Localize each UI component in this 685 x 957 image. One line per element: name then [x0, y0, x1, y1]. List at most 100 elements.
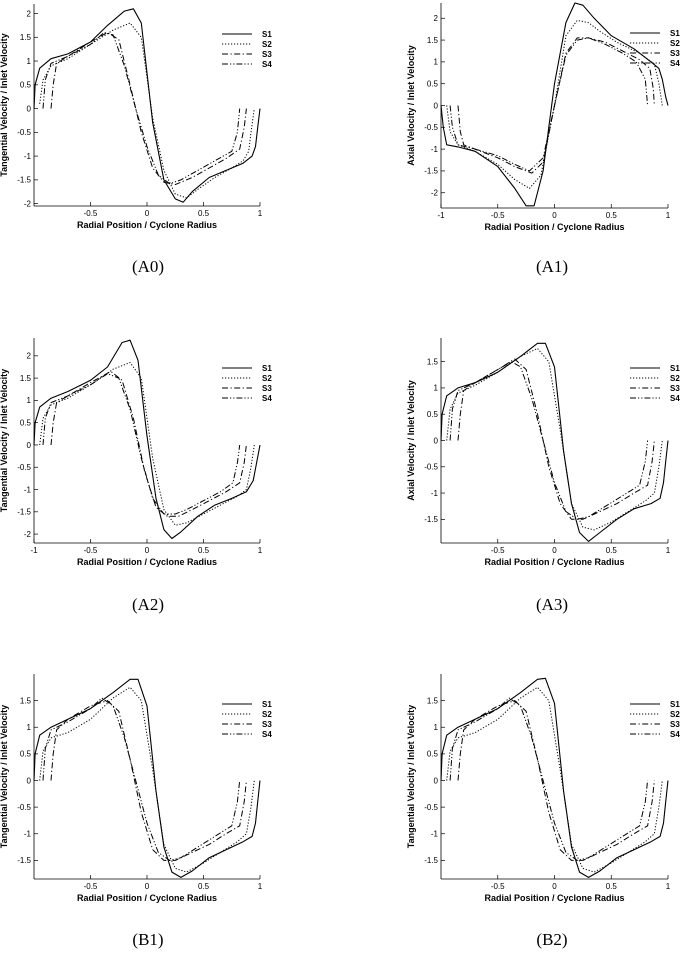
series-line-s3 — [457, 37, 655, 174]
x-tick-label: 0 — [552, 211, 557, 220]
x-tick-label: -0.5 — [84, 209, 98, 218]
legend-label-s2: S2 — [262, 40, 272, 49]
series-line-s2 — [446, 686, 663, 873]
y-tick-label: -0.5 — [424, 463, 438, 472]
y-tick-label: 0 — [27, 104, 32, 113]
y-tick-label: -0.5 — [17, 463, 31, 472]
x-tick-label: 1 — [666, 211, 671, 220]
legend-label-s4: S4 — [262, 730, 272, 739]
x-tick-label: -1 — [437, 211, 445, 220]
x-axis-label: Radial Position / Cyclone Radius — [484, 222, 624, 232]
y-tick-label: 0.5 — [427, 79, 439, 88]
series-line-s1 — [33, 678, 261, 878]
x-axis-label: Radial Position / Cyclone Radius — [77, 220, 217, 230]
y-tick-label: 0 — [434, 436, 439, 445]
y-tick-label: -1 — [431, 489, 439, 498]
x-axis-label: Radial Position / Cyclone Radius — [77, 893, 217, 903]
y-tick-label: 1.5 — [427, 357, 439, 366]
panel-caption: (A3) — [536, 595, 568, 614]
x-tick-label: 0.5 — [606, 882, 618, 891]
y-tick-label: 1 — [27, 396, 32, 405]
x-tick-label: 1 — [666, 882, 671, 891]
y-tick-label: 1 — [434, 384, 439, 393]
chart-panel-a3: -1.5 -1 -0.5 0 0.5 1 1.5 -0.5 0 0.5 1 Radial Positi… — [406, 338, 680, 614]
y-axis-label: Tangential Velocity / Inlet Velocity — [406, 705, 416, 848]
y-axis-label: Axial Velocity / Inlet Velocity — [406, 45, 416, 166]
y-tick-label: 0 — [27, 776, 32, 785]
series-line-s4 — [42, 373, 241, 515]
legend-label-s3: S3 — [262, 720, 272, 729]
y-tick-label: 1.5 — [20, 374, 32, 383]
x-tick-label: -0.5 — [491, 546, 505, 555]
legend-label-s2: S2 — [670, 39, 680, 48]
y-tick-label: 1.5 — [427, 696, 439, 705]
series-line-s3 — [457, 700, 655, 861]
series-line-s4 — [42, 697, 241, 861]
series-line-s4 — [449, 37, 649, 172]
x-axis-label: Radial Position / Cyclone Radius — [484, 557, 624, 567]
series-line-s3 — [50, 370, 247, 517]
y-tick-label: -1 — [431, 145, 439, 154]
y-tick-label: -0.5 — [17, 128, 31, 137]
x-tick-label: 1 — [666, 546, 671, 555]
y-tick-label: 0 — [434, 101, 439, 110]
y-tick-label: 2 — [27, 9, 32, 18]
x-axis-label: Radial Position / Cyclone Radius — [484, 893, 624, 903]
y-tick-label: -0.5 — [17, 803, 31, 812]
y-tick-label: 0.5 — [427, 410, 439, 419]
y-axis-label: Tangential Velocity / Inlet Velocity — [0, 705, 9, 848]
series-line-s2 — [446, 19, 663, 189]
series-line-s1 — [440, 677, 669, 878]
x-tick-label: 0 — [145, 546, 150, 555]
legend-label-s4: S4 — [670, 730, 680, 739]
legend-label-s3: S3 — [670, 384, 680, 393]
x-tick-label: -0.5 — [491, 211, 505, 220]
legend-label-s1: S1 — [262, 364, 272, 373]
y-tick-label: 0.5 — [20, 418, 32, 427]
x-tick-label: -0.5 — [491, 882, 505, 891]
y-tick-label: -2 — [24, 530, 32, 539]
legend-label-s1: S1 — [262, 700, 272, 709]
y-axis-label: Axial Velocity / Inlet Velocity — [406, 380, 416, 501]
panel-caption: (B1) — [132, 930, 163, 949]
y-tick-label: -1 — [24, 485, 32, 494]
y-tick-label: 0.5 — [20, 81, 32, 90]
y-tick-label: 1.5 — [20, 696, 32, 705]
panel-caption: (A2) — [132, 595, 164, 614]
series-line-s4 — [449, 697, 649, 861]
y-tick-label: -1 — [431, 830, 439, 839]
panel-caption: (A0) — [132, 257, 164, 276]
y-tick-label: -1 — [24, 830, 32, 839]
chart-panel-b2: -1.5 -1 -0.5 0 0.5 1 1.5 -0.5 0 0.5 1 Radial Positi… — [406, 674, 680, 949]
y-tick-label: 1 — [434, 58, 439, 67]
y-tick-label: 1 — [434, 723, 439, 732]
panel-caption: (A1) — [536, 257, 568, 276]
chart-panel-a1: -2 -1.5 -1 -0.5 0 0.5 1 1.5 2 -1 -0.5 0 0.5 1 Radial P… — [406, 2, 680, 276]
legend-label-s4: S4 — [670, 59, 680, 68]
legend-label-s3: S3 — [670, 720, 680, 729]
y-axis-label: Tangential Velocity / Inlet Velocity — [0, 33, 9, 176]
legend-label-s1: S1 — [670, 700, 680, 709]
legend-label-s4: S4 — [262, 394, 272, 403]
x-tick-label: 1 — [258, 546, 263, 555]
legend-label-s2: S2 — [670, 710, 680, 719]
series-line-s1 — [33, 339, 261, 540]
y-tick-label: 2 — [434, 14, 439, 23]
chart-panel-a0: -2 -1.5 -1 -0.5 0 0.5 1 1.5 2 -0.5 0 0.5 1 Radial Pos… — [0, 4, 272, 276]
legend-label-s3: S3 — [262, 384, 272, 393]
legend-label-s2: S2 — [262, 374, 272, 383]
y-tick-label: -0.5 — [424, 803, 438, 812]
y-tick-label: 0 — [434, 776, 439, 785]
y-tick-label: -1.5 — [424, 167, 438, 176]
x-tick-label: 0 — [552, 546, 557, 555]
y-tick-label: -0.5 — [424, 123, 438, 132]
y-tick-label: 0.5 — [427, 750, 439, 759]
legend-label-s1: S1 — [262, 30, 272, 39]
series-line-s1 — [440, 2, 669, 207]
